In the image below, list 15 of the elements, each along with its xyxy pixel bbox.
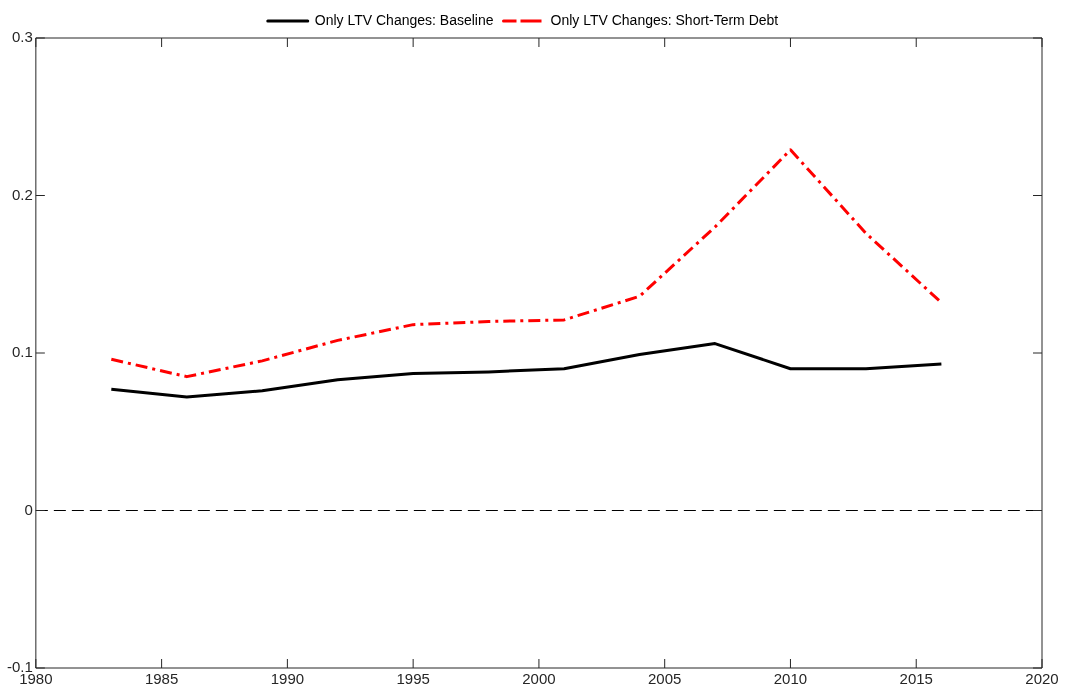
legend-label: Only LTV Changes: Baseline: [314, 11, 494, 28]
x-tick-label: 2015: [899, 670, 933, 688]
x-tick-label: 2005: [648, 670, 682, 688]
y-tick-label: 0.2: [11, 185, 33, 203]
y-tick-label: 0: [24, 500, 33, 518]
y-tick-label: 0.1: [11, 343, 33, 361]
x-tick-label: 1985: [144, 670, 179, 688]
legend-label: Only LTV Changes: Short-Term Debt: [550, 11, 779, 28]
x-tick-label: 2010: [773, 670, 808, 688]
x-tick-label: 2000: [522, 670, 556, 688]
x-tick-label: 1995: [396, 670, 430, 688]
x-tick-label: 1990: [270, 670, 305, 688]
y-tick-label: 0.3: [11, 28, 33, 46]
x-tick-label: 2020: [1025, 670, 1059, 688]
line-series: [109, 148, 943, 379]
